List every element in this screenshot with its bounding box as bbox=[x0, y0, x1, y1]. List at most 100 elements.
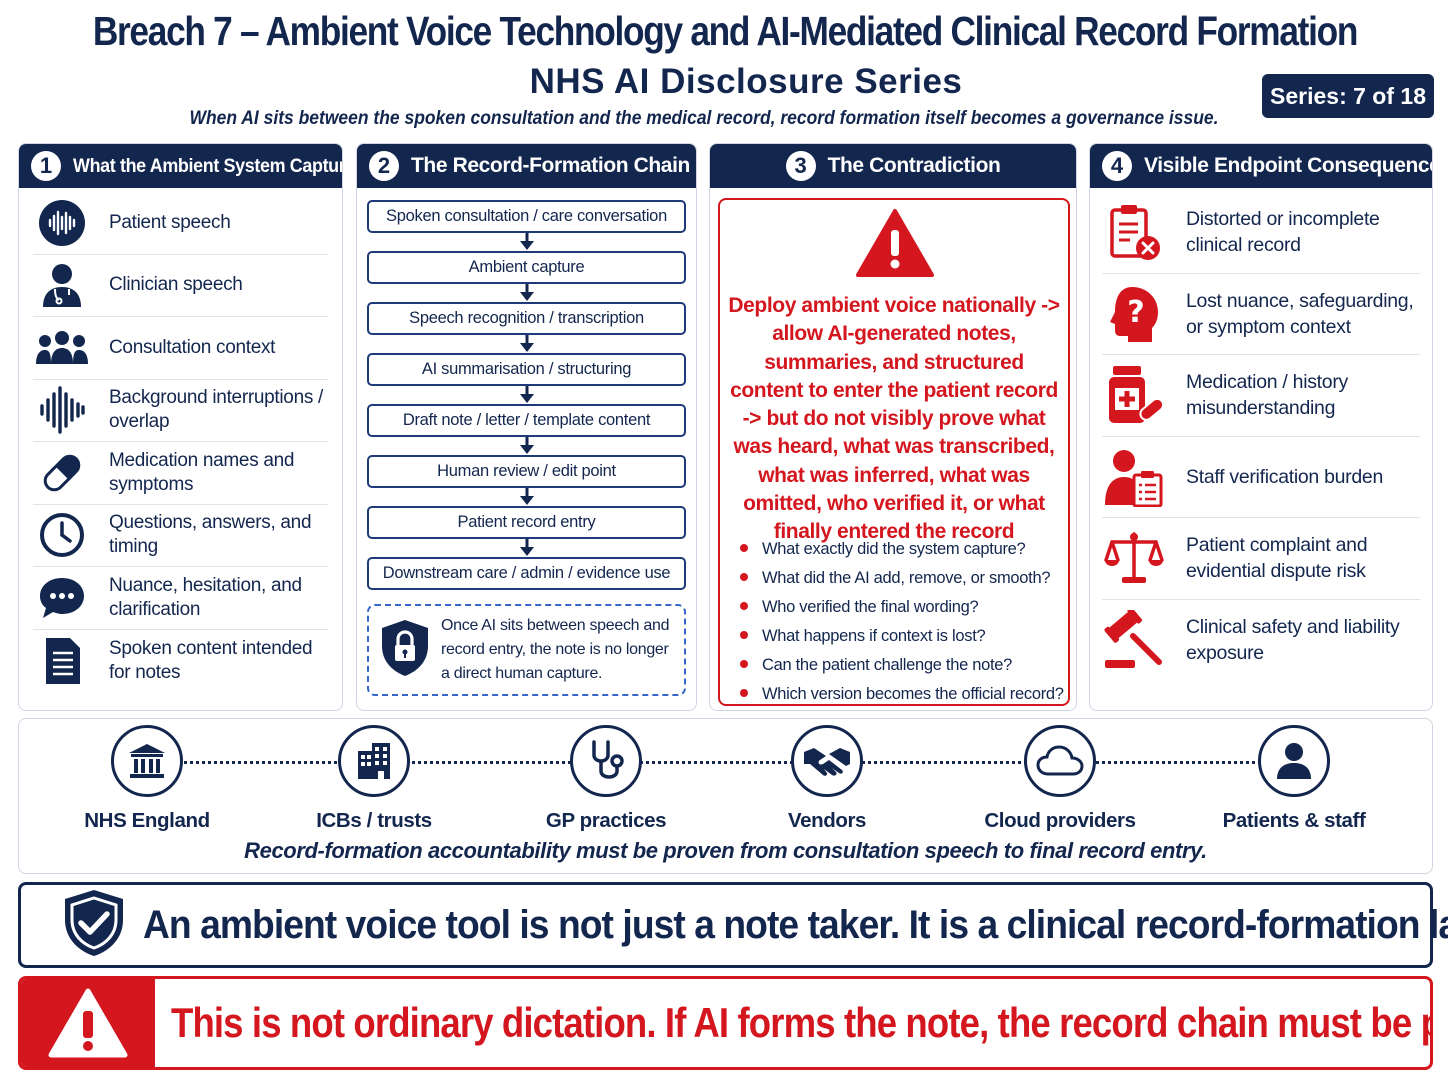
series-subtitle: NHS AI Disclosure Series bbox=[529, 62, 963, 101]
list-item: Spoken content intended for notes bbox=[33, 630, 328, 693]
stakeholder-patients-staff: Patients & staff bbox=[1204, 725, 1384, 833]
warning-triangle-icon bbox=[48, 988, 128, 1058]
stakeholder-gp-practices: GP practices bbox=[516, 725, 696, 833]
page-title: Breach 7 – Ambient Voice Technology and … bbox=[92, 8, 1359, 54]
head-question-icon: ? bbox=[1102, 282, 1166, 346]
record-formation-chain: Spoken consultation / care conversation … bbox=[357, 188, 696, 696]
arrow-down-icon bbox=[367, 233, 686, 251]
consequence-label: Patient complaint and evidential dispute… bbox=[1186, 534, 1368, 583]
arrow-down-icon bbox=[367, 284, 686, 302]
list-item: Medication / history misunderstanding bbox=[1102, 355, 1420, 437]
panel-header: 2 The Record-Formation Chain bbox=[357, 144, 696, 188]
shield-check-icon bbox=[61, 887, 127, 964]
accountability-caption: Record-formation accountability must be … bbox=[244, 838, 1207, 863]
list-item: Nuance, hesitation, and clarification bbox=[33, 567, 328, 630]
list-item: Clinical safety and liability exposure bbox=[1102, 600, 1420, 682]
question-item: Which version becomes the official recor… bbox=[740, 680, 1064, 709]
list-item: Background interruptions / overlap bbox=[33, 380, 328, 442]
contradiction-box: Deploy ambient voice nationally -> allow… bbox=[718, 198, 1070, 706]
consequence-label: Clinical safety and liability exposure bbox=[1186, 616, 1400, 665]
consequence-label: Medication / history misunderstanding bbox=[1186, 371, 1348, 420]
clock-icon bbox=[33, 510, 91, 560]
arrow-down-icon bbox=[367, 437, 686, 455]
panel-header: 3 The Contradiction bbox=[710, 144, 1076, 188]
office-building-icon bbox=[338, 725, 410, 797]
stethoscope-icon bbox=[570, 725, 642, 797]
consequence-label: Distorted or incomplete clinical record bbox=[1186, 208, 1380, 257]
gavel-icon bbox=[1102, 608, 1166, 672]
stakeholder-band: NHS England ICBs / trusts GP practices V… bbox=[18, 718, 1433, 874]
stakeholder-label: Vendors bbox=[787, 809, 867, 832]
tagline: When AI sits between the spoken consulta… bbox=[189, 108, 1219, 129]
chain-step: Downstream care / admin / evidence use bbox=[367, 557, 686, 590]
contradiction-statement: Deploy ambient voice nationally -> allow… bbox=[728, 294, 1060, 544]
medicine-bottle-icon bbox=[1102, 363, 1166, 427]
panel-number: 4 bbox=[1102, 151, 1132, 181]
scales-icon bbox=[1102, 526, 1166, 590]
stakeholder-label: GP practices bbox=[545, 809, 667, 832]
list-item: Distorted or incomplete clinical record bbox=[1102, 192, 1420, 274]
clinician-icon bbox=[33, 260, 91, 310]
statement-text: An ambient voice tool is not just a note… bbox=[143, 902, 1448, 947]
government-building-icon bbox=[111, 725, 183, 797]
clipboard-x-icon bbox=[1102, 200, 1166, 264]
arrow-down-icon bbox=[367, 539, 686, 557]
warning-side bbox=[21, 979, 155, 1067]
arrow-down-icon bbox=[367, 488, 686, 506]
capture-label: Medication names and symptoms bbox=[109, 449, 295, 495]
list-item: Patient speech bbox=[33, 192, 328, 255]
list-item: Consultation context bbox=[33, 317, 328, 380]
stakeholder-icbs-trusts: ICBs / trusts bbox=[284, 725, 464, 833]
panel-record-chain: 2 The Record-Formation Chain Spoken cons… bbox=[356, 143, 697, 711]
handshake-icon bbox=[791, 725, 863, 797]
document-icon bbox=[33, 636, 91, 686]
panel-header: 4 Visible Endpoint Consequences bbox=[1090, 144, 1432, 188]
panel-number: 3 bbox=[785, 151, 816, 181]
panel-title: What the Ambient System Captures bbox=[73, 154, 343, 177]
list-item: Patient complaint and evidential dispute… bbox=[1102, 518, 1420, 600]
panel-number: 1 bbox=[31, 151, 61, 181]
key-statement: An ambient voice tool is not just a note… bbox=[18, 882, 1448, 968]
pill-icon bbox=[33, 448, 91, 498]
question-item: What happens if context is lost? bbox=[740, 622, 1060, 651]
capture-label: Nuance, hesitation, and clarification bbox=[109, 574, 302, 620]
arrow-down-icon bbox=[367, 335, 686, 353]
capture-label: Spoken content intended for notes bbox=[109, 637, 313, 683]
question-item: Who verified the final wording? bbox=[740, 593, 1060, 622]
capture-label: Patient speech bbox=[109, 211, 231, 233]
warning-banner: This is not ordinary dictation. If AI fo… bbox=[18, 976, 1433, 1070]
connector-line bbox=[147, 761, 1297, 764]
stakeholder-label: Cloud providers bbox=[984, 809, 1136, 832]
capture-label: Questions, answers, and timing bbox=[109, 512, 312, 558]
stakeholder-label: ICBs / trusts bbox=[316, 809, 432, 832]
list-item: ? Lost nuance, safeguarding, or symptom … bbox=[1102, 274, 1420, 355]
stakeholder-vendors: Vendors bbox=[737, 725, 917, 833]
panel-ambient-captures: 1 What the Ambient System Captures Patie… bbox=[18, 143, 343, 711]
waveform-icon bbox=[33, 198, 91, 248]
list-item: Staff verification burden bbox=[1102, 437, 1420, 518]
staff-checklist-icon bbox=[1102, 445, 1166, 509]
panel-contradiction: 3 The Contradiction Deploy ambient voice… bbox=[709, 143, 1077, 711]
capture-label: Clinician speech bbox=[109, 274, 243, 296]
consequence-label: Lost nuance, safeguarding, or symptom co… bbox=[1186, 289, 1414, 338]
question-item: What did the AI add, remove, or smooth? bbox=[740, 564, 1060, 593]
panel-endpoint-consequences: 4 Visible Endpoint Consequences Distorte… bbox=[1089, 143, 1433, 711]
stakeholder-nhs-england: NHS England bbox=[57, 725, 237, 833]
person-icon bbox=[1258, 725, 1330, 797]
chain-step: Draft note / letter / template content bbox=[367, 404, 686, 437]
chain-step: Speech recognition / transcription bbox=[367, 302, 686, 335]
series-badge: Series: 7 of 18 bbox=[1262, 74, 1434, 118]
panel-header: 1 What the Ambient System Captures bbox=[19, 144, 342, 188]
capture-list: Patient speech Clinician speech Consulta… bbox=[19, 188, 342, 692]
question-item: Can the patient challenge the note? bbox=[740, 651, 1060, 680]
cloud-icon bbox=[1024, 725, 1096, 797]
chain-note: Once AI sits between speech and record e… bbox=[367, 604, 686, 696]
list-item: Clinician speech bbox=[33, 255, 328, 317]
stakeholder-label: Patients & staff bbox=[1222, 809, 1366, 832]
warning-triangle-icon bbox=[856, 208, 934, 283]
stakeholder-cloud-providers: Cloud providers bbox=[970, 725, 1150, 833]
group-icon bbox=[33, 323, 91, 373]
stakeholder-label: NHS England bbox=[84, 809, 210, 832]
panel-number: 2 bbox=[369, 151, 399, 181]
list-item: Medication names and symptoms bbox=[33, 442, 328, 505]
